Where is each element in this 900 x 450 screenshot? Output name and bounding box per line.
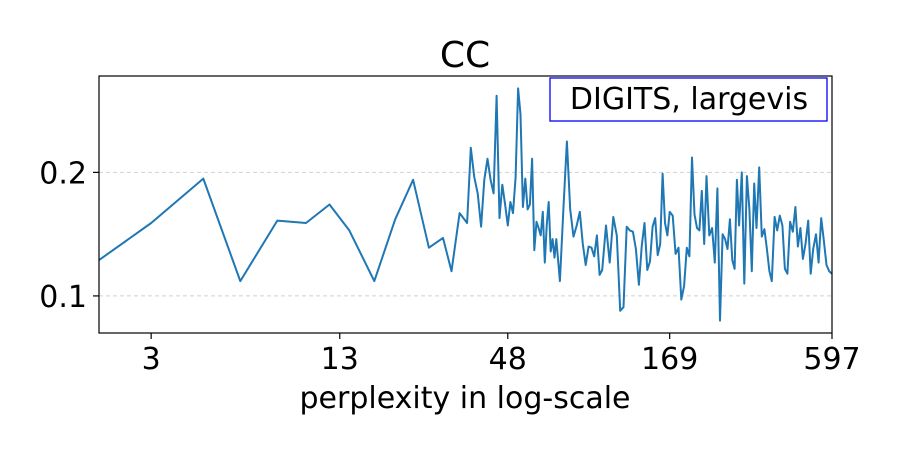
series-line-cc xyxy=(98,87,833,322)
y-axis: 0.1 0.2 xyxy=(39,156,99,315)
legend-box-frame xyxy=(549,77,828,122)
plot-area xyxy=(98,87,833,322)
x-tick-label: 597 xyxy=(803,342,860,377)
y-tick-label: 0.2 xyxy=(39,156,87,191)
x-tick-label: 48 xyxy=(489,342,527,377)
y-tick-label: 0.1 xyxy=(39,280,87,315)
legend-box-text: DIGITS, largevis xyxy=(570,82,808,117)
x-tick-label: 169 xyxy=(641,342,698,377)
x-tick-label: 3 xyxy=(142,342,161,377)
x-axis: 3 13 48 169 597 xyxy=(142,333,861,377)
grid xyxy=(99,171,832,297)
legend-box: DIGITS, largevis xyxy=(549,77,828,122)
plot-frame xyxy=(98,75,833,334)
x-axis-label: perplexity in log-scale xyxy=(299,381,630,416)
chart-title: CC xyxy=(440,35,490,76)
x-tick-label: 13 xyxy=(321,342,359,377)
